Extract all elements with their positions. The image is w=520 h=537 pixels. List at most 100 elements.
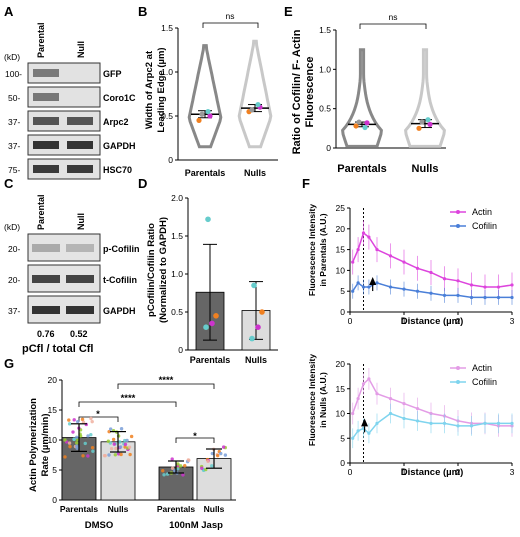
F_bottom-legend-label-actin: Actin — [472, 363, 492, 373]
F_top-actin-point-0 — [351, 260, 355, 264]
marker-c-20a: 20- — [8, 244, 20, 254]
F_top-actin-point-3 — [367, 235, 371, 239]
F_bottom-cofilin-point-13 — [496, 421, 501, 425]
G-dot-0-22 — [81, 420, 86, 424]
sig-null-dmso-vs-jasp: **** — [159, 375, 174, 386]
F_top-actin-point-5 — [388, 254, 393, 258]
panel-e-ylabel-line2: Fluorescence — [304, 57, 316, 128]
F_bottom-actin-point-2 — [361, 382, 366, 386]
D-xtick-label-0: Parentals — [190, 355, 231, 365]
panel-f-bottom-xlabel: Distance (µm) — [401, 467, 464, 478]
B-replicate-point-0-1 — [207, 113, 213, 119]
band-label-tcofilin: t-Cofilin — [103, 275, 137, 285]
F_top-legend-label-cofilin: Cofilin — [472, 221, 497, 231]
G-dot-0-7 — [67, 422, 72, 426]
F_top-arrow-head — [369, 277, 377, 286]
F_bottom-cofilin-point-7 — [415, 419, 420, 423]
band-pcofilin-null — [66, 244, 94, 252]
G-dot-2-15 — [178, 464, 183, 468]
panel-c: C (kD) Parental Null 20- 20- 37- p-Cofil… — [4, 176, 140, 355]
G-ytick-label-3: 15 — [48, 405, 58, 415]
panel-d-ylabel-line2: (Normalized to GAPDH) — [158, 217, 169, 323]
G-dot-0-30 — [90, 445, 95, 450]
G-dot-2-9 — [176, 462, 180, 466]
E-replicate-point-1-2 — [425, 117, 431, 123]
D-point-1-2 — [255, 324, 261, 331]
G-dot-1-5 — [125, 438, 129, 443]
G-dot-2-16 — [187, 458, 191, 462]
panel-d-letter: D — [138, 176, 147, 191]
band-tcofilin-parental — [32, 275, 60, 283]
G-dot-2-2 — [170, 457, 174, 461]
B-xtick-label-1: Nulls — [244, 168, 266, 178]
band-hsc70-parental — [33, 165, 59, 173]
G-dot-0-0 — [63, 455, 67, 459]
G-dot-0-8 — [72, 418, 76, 422]
F_bottom-cofilin-point-14 — [510, 421, 514, 425]
F_top-actin-point-10 — [456, 279, 460, 283]
F_bottom-cofilin-point-6 — [402, 416, 406, 421]
panel-f-bottom-ylabel-line1: Fluorescence Intensity — [307, 354, 317, 446]
F_top-cofilin-point-2 — [361, 285, 366, 289]
F_top-ytick-label-1: 5 — [340, 286, 345, 296]
G-dot-0-31 — [83, 441, 87, 446]
panel-b-ns: ns — [226, 11, 235, 21]
F_bottom-cofilin-point-0 — [351, 436, 355, 440]
G-dot-0-25 — [72, 437, 76, 441]
panel-f-letter: F — [302, 176, 310, 191]
D-point-0-2 — [209, 320, 215, 327]
quant-label: pCfl / total Cfl — [22, 343, 94, 355]
F_bottom-legend-label-cofilin: Cofilin — [472, 377, 497, 387]
B-violin-nulls — [237, 39, 273, 149]
panel-e-ylabel-line1: Ratio of Cofilin/ F- Actin — [291, 29, 303, 154]
F_top-cofilin-point-1 — [356, 281, 360, 285]
band-label-hsc70: HSC70 — [103, 165, 132, 175]
G-dot-1-26 — [123, 442, 128, 447]
band-gapdh-null-c — [66, 306, 94, 314]
F_top-legend-marker-actin — [456, 210, 460, 214]
panel-g-group-dmso: DMSO — [85, 520, 114, 531]
G-dot-1-29 — [107, 453, 111, 457]
F_bottom-actin-point-4 — [375, 392, 379, 396]
panel-b-ylabel-line2: Leading Edge (µm) — [156, 47, 167, 132]
F_bottom-ytick-label-2: 10 — [336, 409, 346, 419]
F_bottom-cofilin-point-1 — [356, 429, 360, 433]
F_top-actin-point-7 — [415, 266, 420, 270]
F_top-cofilin-point-10 — [456, 293, 460, 297]
F_top-ytick-label-4: 20 — [336, 224, 346, 234]
F_top-actin-point-12 — [483, 285, 487, 289]
F_top-cofilin-point-4 — [375, 281, 379, 285]
G-dot-1-4 — [109, 446, 114, 451]
F_bottom-arrow-head — [361, 418, 369, 427]
F_top-ytick-label-3: 15 — [336, 245, 346, 255]
E-replicate-point-1-0 — [416, 125, 422, 131]
F_top-legend-label-actin: Actin — [472, 207, 492, 217]
F_top-actin-point-9 — [442, 277, 447, 281]
F_bottom-actin-point-5 — [388, 397, 393, 401]
G-dot-0-28 — [67, 441, 72, 445]
D-point-1-0 — [249, 335, 255, 342]
marker-c-20b: 20- — [8, 275, 20, 285]
E-violin-nulls — [404, 48, 446, 148]
F_top-cofilin-point-9 — [442, 293, 447, 297]
G-ytick-label-4: 20 — [48, 375, 58, 385]
sig-parental-dmso-vs-jasp: **** — [121, 393, 136, 404]
E-xtick-label-0: Parentals — [337, 163, 387, 175]
panel-f-top-xlabel: Distance (µm) — [401, 316, 464, 327]
G-dot-0-11 — [86, 434, 90, 438]
B-violin-parentals — [187, 44, 223, 149]
F_bottom-xtick-label-0: 0 — [348, 467, 353, 477]
B-replicate-point-1-2 — [255, 101, 261, 108]
G-dot-0-14 — [86, 454, 90, 458]
G-dot-1-18 — [129, 434, 134, 439]
E-replicate-point-1-3 — [419, 119, 425, 125]
E-replicate-point-0-2 — [362, 124, 368, 131]
band-tcofilin-null — [66, 275, 94, 283]
G-dot-1-31 — [118, 440, 122, 444]
F_top-ytick-label-2: 10 — [336, 265, 346, 275]
panel-a-lane-parental: Parental — [36, 22, 46, 58]
panel-b-letter: B — [138, 4, 147, 19]
F_bottom-cofilin-point-8 — [429, 421, 433, 425]
G-dot-0-18 — [81, 454, 85, 458]
